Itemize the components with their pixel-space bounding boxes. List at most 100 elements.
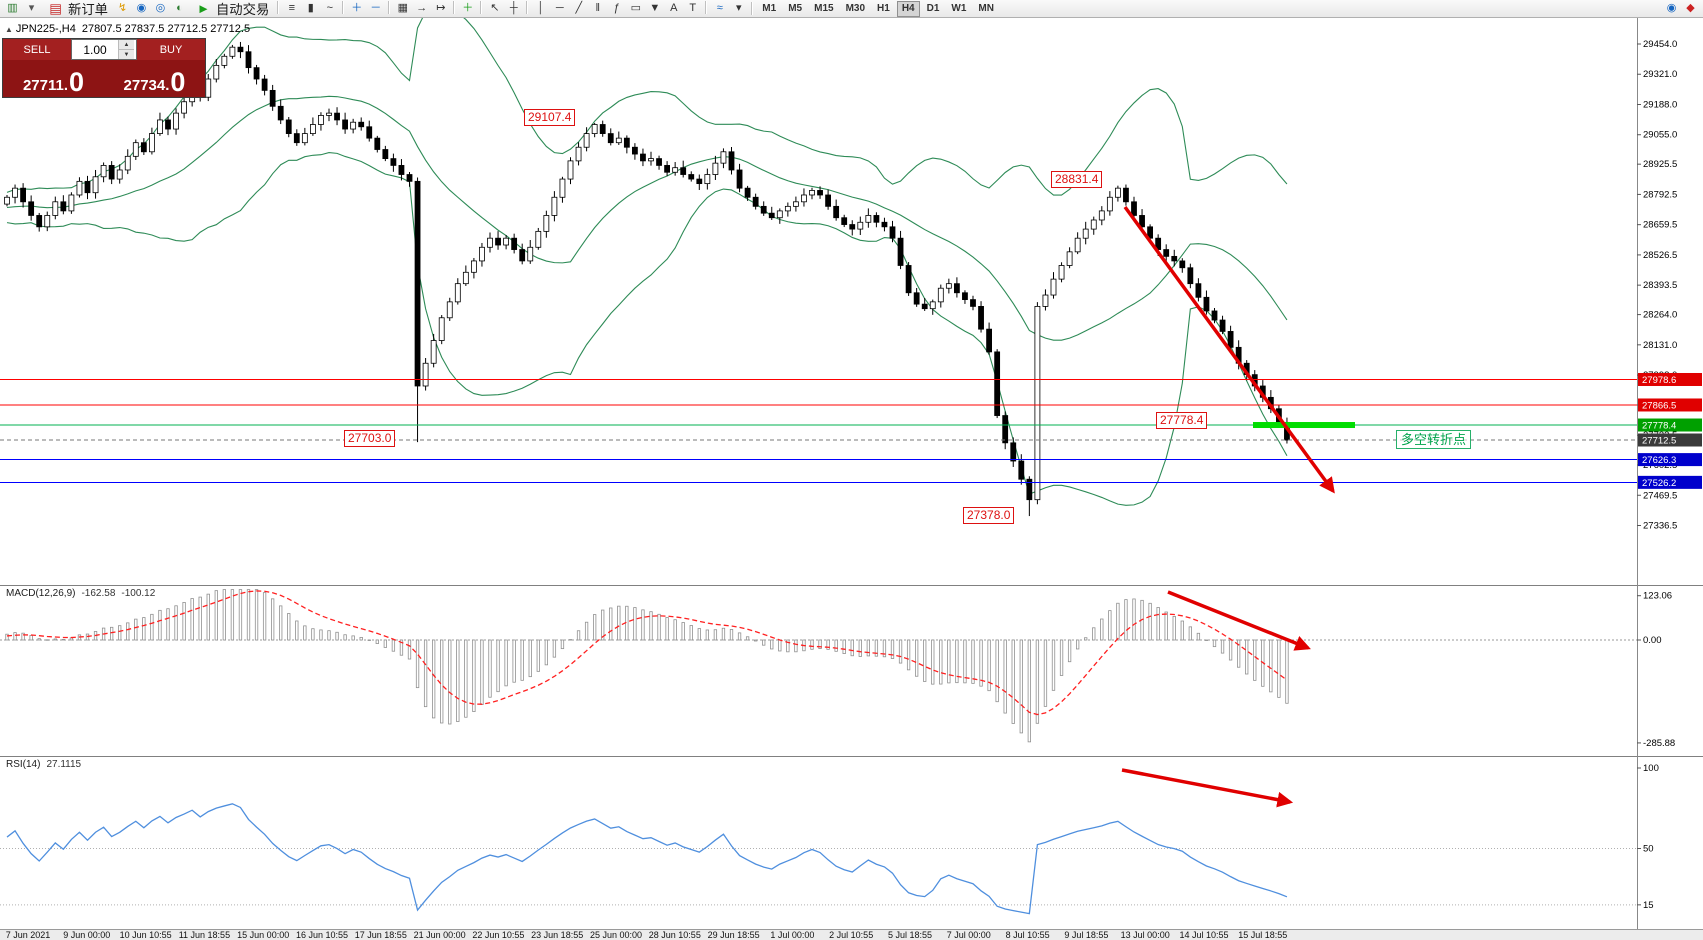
time-label: 29 Jun 18:55 [707,930,760,940]
autotrade-button[interactable]: ► 自动交易 [189,1,274,17]
candle-body [551,196,558,216]
terminal-icon[interactable]: ◐ [176,2,183,14]
macd-histogram-bar [1100,618,1104,641]
price-annotation[interactable]: 28831.4 [1051,171,1103,188]
trend-arrow[interactable] [1167,590,1311,651]
candle-body [366,126,373,139]
scale-tick-label: 50 [1643,844,1654,855]
bar-chart-mode-icon[interactable]: ≡ [288,2,295,14]
macd-histogram-bar [1076,639,1080,650]
timeframe-m30[interactable]: M30 [845,3,866,14]
notification-icon[interactable]: ◆ [1686,2,1695,14]
macd-panel[interactable] [0,589,1637,743]
candle-body [889,226,896,239]
zoom-in-icon[interactable]: ＋ [351,2,363,14]
chart-dropdown-icon[interactable]: ▾ [28,2,35,14]
candle-body [1106,196,1113,212]
macd-histogram-bar [971,639,975,684]
trend-arrow[interactable] [1123,205,1335,494]
volume-up-button[interactable]: ▲ [119,40,134,50]
timeframe-h1[interactable]: H1 [877,3,890,14]
timeframe-m15[interactable]: M15 [814,3,834,14]
price-annotation[interactable]: 29107.4 [524,109,576,126]
chat-icon[interactable]: ◉ [1666,2,1677,14]
candle-body [132,142,139,157]
macd-histogram-bar [383,639,388,648]
horizontal-line-icon[interactable]: ─ [555,2,564,14]
rsi-panel[interactable] [0,803,1637,915]
macd-histogram-bar [995,639,999,703]
candle-body [148,133,155,153]
crosshair-icon[interactable]: ┼ [509,2,518,14]
one-click-plus-icon[interactable]: ＋ [462,2,474,14]
text-label-icon[interactable]: T [689,2,697,14]
candle-body [1115,187,1121,198]
macd-histogram-bar [552,639,557,658]
zoom-out-icon[interactable]: － [370,2,382,14]
scale-tick-label: 29055.0 [1643,130,1677,141]
timeframe-m1[interactable]: M1 [762,3,777,14]
shapes-icon[interactable]: ▭ [630,2,641,14]
timeframe-mn[interactable]: MN [978,3,994,14]
time-label: 7 Jun 2021 [5,930,51,940]
price-tag [1638,372,1702,386]
price-annotation[interactable]: 27703.0 [344,430,396,447]
timeframe-h4[interactable]: H4 [896,0,920,17]
macd-histogram-bar [488,639,492,698]
indicator-list-icon[interactable]: ▾ [736,2,742,14]
price-annotation[interactable]: 27778.4 [1156,412,1208,429]
macd-histogram-bar [166,608,170,641]
macd-histogram-bar [705,629,709,641]
macd-histogram-bar [754,639,758,642]
line-chart-mode-icon[interactable]: ~ [326,2,334,14]
candle-body [744,187,751,198]
navigator-icon[interactable]: ◎ [155,2,166,14]
volume-input[interactable] [72,40,118,59]
rsi-line [6,803,1288,915]
macd-histogram-bar [560,639,565,650]
candle-body [599,124,606,134]
market-watch-icon[interactable]: ◉ [136,2,147,14]
trendline-icon[interactable]: ╱ [575,2,583,14]
candle-body [1090,219,1097,230]
macd-histogram-bar [198,596,202,641]
alerts-icon[interactable]: ↯ [117,2,128,14]
indicators-icon[interactable]: ≈ [716,2,723,14]
fibonacci-icon[interactable]: ƒ [613,2,620,14]
collapse-arrow-icon[interactable]: ▲ [5,25,13,34]
rsi-value: 27.1115 [46,759,82,770]
sell-button[interactable]: 27711. 0 [3,60,104,97]
volume-down-button[interactable]: ▼ [119,50,134,59]
turning-point-note[interactable]: 多空转折点 [1396,430,1472,449]
macd-histogram-bar [504,639,508,687]
vertical-line-icon[interactable]: │ [537,2,545,14]
trend-arrow[interactable] [1121,768,1294,808]
timeframe-d1[interactable]: D1 [926,3,940,14]
timeframe-w1[interactable]: W1 [951,3,967,14]
macd-histogram-bar [1043,639,1048,707]
tile-windows-icon[interactable]: ▦ [397,2,408,14]
auto-scroll-icon[interactable]: → [416,2,428,14]
candle-body [954,283,960,294]
text-icon[interactable]: A [670,2,678,14]
candlestick-mode-icon[interactable]: ▮ [307,2,314,14]
time-axis[interactable]: 7 Jun 2021 9 Jun 00:00 10 Jun 10:55 11 Jun … [0,929,1703,940]
main-chart-area[interactable] [0,6,1637,517]
new-order-icon: ▤ [49,0,62,16]
timeframe-m5[interactable]: M5 [788,3,803,14]
arrows-tool-icon[interactable]: ▼ [649,2,661,14]
chart-shift-icon[interactable]: ↦ [436,2,446,14]
cursor-icon[interactable]: ↖ [490,2,500,14]
candle-body [1042,294,1049,307]
price-annotation[interactable]: 27378.0 [963,507,1015,524]
highlight-segment[interactable] [1253,422,1355,429]
price-scale[interactable]: 29454.0 29321.0 29188.0 29055.0 28925.5 28792… [0,18,1703,929]
macd-histogram-bar [254,589,259,641]
channel-icon[interactable]: ‖ [595,2,601,14]
new-chart-icon[interactable]: ▥ [7,2,18,14]
macd-histogram-bar [222,589,227,641]
new-order-button[interactable]: ▤ 新订单 [41,0,113,17]
buy-button[interactable]: 27734. 0 [104,60,205,97]
macd-histogram-bar [359,636,363,641]
